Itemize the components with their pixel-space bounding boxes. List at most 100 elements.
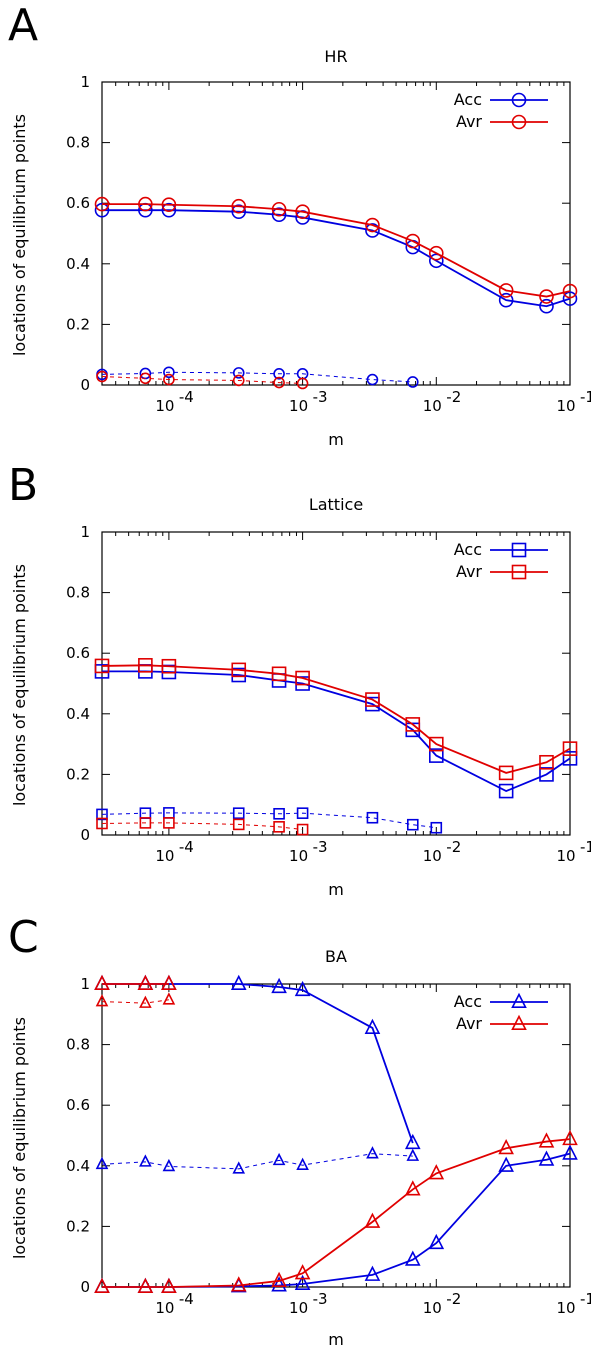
series-line [101, 812, 437, 829]
data-point [406, 818, 419, 831]
series-acc-0 [94, 664, 578, 799]
data-point [273, 376, 285, 389]
data-point [294, 1274, 311, 1291]
data-point [137, 974, 154, 991]
data-point [232, 367, 245, 379]
data-point [294, 980, 311, 997]
data-point [405, 717, 421, 732]
data-point [428, 1164, 445, 1180]
plot-frame [101, 531, 571, 836]
data-point [271, 207, 287, 223]
x-tick-label-exponent: -3 [313, 838, 328, 856]
series-line [101, 376, 303, 384]
x-tick-label: 10 [423, 397, 442, 415]
legend-label: Avr [456, 1014, 482, 1033]
x-tick-label: 10 [556, 847, 575, 865]
data-point [94, 1277, 110, 1294]
data-point [294, 1264, 311, 1280]
data-point [139, 995, 152, 1008]
y-tick-label: 1 [80, 975, 90, 993]
y-tick-label: 0.8 [66, 584, 90, 602]
data-point [162, 992, 176, 1005]
plot-frame [101, 81, 571, 386]
x-tick-label: 10 [289, 397, 308, 415]
data-point [404, 1250, 421, 1266]
series-line [102, 1152, 571, 1288]
data-point [295, 670, 310, 686]
data-point [428, 245, 444, 261]
y-tick-label: 0 [80, 1278, 90, 1296]
series-avr-dashed-4 [95, 992, 176, 1008]
series-avr-dashed-3 [96, 817, 309, 836]
data-point [428, 748, 444, 763]
x-tick-label-exponent: -2 [446, 838, 461, 856]
data-point [364, 1018, 381, 1034]
x-tick-label-exponent: -1 [580, 388, 591, 406]
data-point [231, 662, 247, 678]
legend-entry-acc: Acc [454, 90, 548, 109]
data-point [365, 692, 380, 707]
data-point [406, 1148, 420, 1161]
x-tick-label-exponent: -4 [179, 1290, 194, 1308]
legend-marker [511, 114, 527, 130]
data-point [231, 204, 247, 219]
x-tick-label: 10 [155, 847, 174, 865]
panel-letter-c: C [8, 912, 39, 963]
x-tick-label-exponent: -2 [446, 388, 461, 406]
y-tick-label: 0.2 [66, 765, 90, 783]
x-tick-label-exponent: -4 [179, 388, 194, 406]
y-tick-label: 0.4 [66, 1157, 90, 1175]
x-tick-label-exponent: -2 [446, 1290, 461, 1308]
data-point [231, 198, 247, 214]
data-point [428, 736, 444, 752]
y-tick-label: 0.4 [66, 705, 90, 723]
x-tick-label: 10 [423, 847, 442, 865]
data-point [232, 1161, 246, 1174]
x-axis-label-a: m [328, 430, 344, 449]
y-tick-label: 0 [80, 376, 90, 394]
y-tick-label: 0.8 [66, 1036, 90, 1054]
y-axis-label-c: locations of equilibrium points [10, 1017, 29, 1259]
data-point [137, 1277, 154, 1294]
data-point [296, 377, 309, 390]
data-point [562, 283, 578, 299]
chart-title-a: HR [324, 47, 347, 66]
legend-label: Acc [454, 540, 482, 559]
data-point [498, 1138, 514, 1155]
data-point [232, 818, 245, 831]
series-line [102, 1138, 571, 1288]
data-point [271, 201, 287, 217]
data-point [404, 1180, 421, 1196]
data-point [366, 1146, 379, 1159]
data-point [562, 741, 578, 756]
data-point [273, 807, 285, 820]
data-point [296, 823, 309, 836]
data-point [296, 1157, 309, 1171]
x-tick-label: 10 [155, 1299, 174, 1317]
series-avr-1 [94, 658, 578, 781]
y-tick-label: 0.2 [66, 1217, 90, 1235]
series-avr-dashed-3 [96, 370, 309, 390]
data-point [539, 289, 554, 304]
data-point [232, 807, 245, 819]
data-point [273, 367, 285, 380]
data-point [365, 217, 380, 233]
data-point [271, 977, 287, 994]
data-point [498, 765, 514, 781]
data-point [430, 821, 443, 834]
data-point [232, 374, 245, 387]
legend-marker [511, 992, 527, 1009]
data-point [139, 1154, 152, 1167]
x-tick-label: 10 [289, 1299, 308, 1317]
data-point [139, 372, 152, 385]
data-point [230, 1276, 247, 1292]
x-tick-label: 10 [155, 397, 174, 415]
panel-letter-a: A [8, 0, 38, 51]
y-tick-label: 0.6 [66, 1096, 90, 1114]
data-point [364, 1265, 381, 1281]
data-point [138, 658, 153, 673]
